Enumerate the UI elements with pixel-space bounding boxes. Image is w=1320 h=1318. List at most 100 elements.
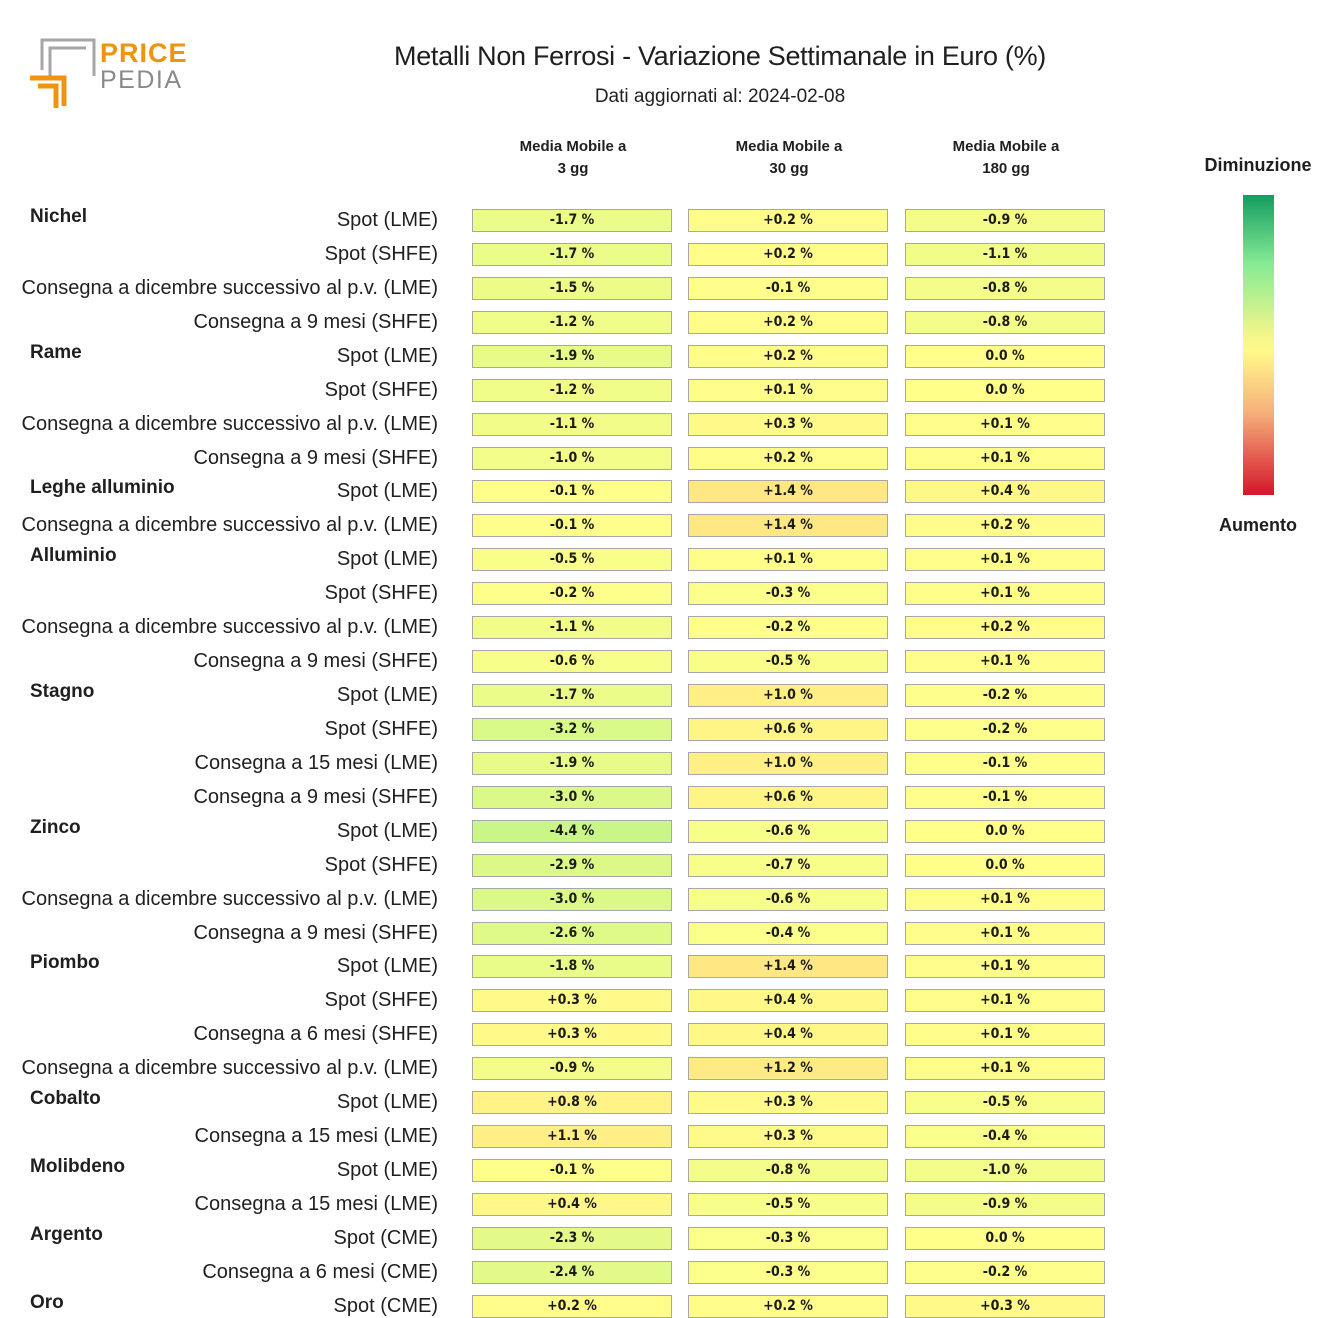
value-cell: +0.1 % — [905, 1057, 1105, 1080]
value-cell: +1.0 % — [688, 752, 888, 775]
value-cell: -0.8 % — [688, 1159, 888, 1182]
row-label: Spot (LME) — [336, 480, 438, 502]
value-cell: -0.4 % — [905, 1125, 1105, 1148]
group-label: Argento — [30, 1224, 103, 1245]
value-cell: -0.9 % — [905, 209, 1105, 232]
value-cell: -2.3 % — [472, 1227, 672, 1250]
value-cell: +0.3 % — [688, 1125, 888, 1148]
group-label: Leghe alluminio — [30, 477, 175, 498]
row-label: Consegna a 9 mesi (SHFE) — [193, 447, 438, 469]
value-cell: +0.1 % — [905, 1023, 1105, 1046]
row-label: Spot (SHFE) — [324, 854, 438, 876]
value-cell: -0.5 % — [472, 548, 672, 571]
value-cell: -0.1 % — [472, 514, 672, 537]
logo-mark-icon — [30, 38, 96, 108]
value-cell: -0.8 % — [905, 277, 1105, 300]
value-cell: -0.6 % — [688, 820, 888, 843]
value-cell: -1.8 % — [472, 955, 672, 978]
row-label: Spot (SHFE) — [324, 718, 438, 740]
value-cell: +0.3 % — [905, 1295, 1105, 1318]
value-cell: +0.3 % — [688, 413, 888, 436]
row-label: Consegna a 15 mesi (LME) — [194, 1125, 438, 1147]
value-cell: -0.3 % — [688, 1227, 888, 1250]
value-cell: +0.2 % — [472, 1295, 672, 1318]
value-cell: -1.1 % — [472, 413, 672, 436]
value-cell: +0.2 % — [688, 345, 888, 368]
value-cell: -4.4 % — [472, 820, 672, 843]
value-cell: -0.1 % — [472, 1159, 672, 1182]
value-cell: +0.4 % — [472, 1193, 672, 1216]
row-label: Consegna a 6 mesi (SHFE) — [193, 1023, 438, 1045]
group-label: Alluminio — [30, 545, 117, 566]
value-cell: +1.2 % — [688, 1057, 888, 1080]
value-cell: +0.2 % — [688, 1295, 888, 1318]
value-cell: -3.0 % — [472, 786, 672, 809]
value-cell: -1.1 % — [472, 616, 672, 639]
row-label: Consegna a 15 mesi (LME) — [194, 1193, 438, 1215]
value-cell: -1.1 % — [905, 243, 1105, 266]
value-cell: -2.6 % — [472, 922, 672, 945]
value-cell: 0.0 % — [905, 1227, 1105, 1250]
value-cell: +0.2 % — [905, 514, 1105, 537]
row-label: Spot (LME) — [336, 684, 438, 706]
group-label: Zinco — [30, 817, 81, 838]
value-cell: +0.4 % — [688, 1023, 888, 1046]
value-cell: -1.9 % — [472, 752, 672, 775]
value-cell: +1.1 % — [472, 1125, 672, 1148]
value-cell: +0.2 % — [688, 243, 888, 266]
value-cell: +0.1 % — [905, 922, 1105, 945]
row-label: Spot (LME) — [336, 345, 438, 367]
value-cell: +0.4 % — [905, 480, 1105, 503]
value-cell: -0.7 % — [688, 854, 888, 877]
legend-bottom-label: Aumento — [1219, 515, 1297, 535]
value-cell: +0.1 % — [905, 413, 1105, 436]
row-label: Spot (LME) — [336, 1159, 438, 1181]
value-cell: -1.0 % — [472, 447, 672, 470]
value-cell: -1.2 % — [472, 379, 672, 402]
row-label: Consegna a 9 mesi (SHFE) — [193, 922, 438, 944]
value-cell: +0.1 % — [688, 379, 888, 402]
value-cell: +0.1 % — [905, 650, 1105, 673]
value-cell: -0.2 % — [472, 582, 672, 605]
value-cell: -0.5 % — [688, 1193, 888, 1216]
value-cell: +0.4 % — [688, 989, 888, 1012]
value-cell: -0.8 % — [905, 311, 1105, 334]
value-cell: -1.9 % — [472, 345, 672, 368]
row-label: Spot (SHFE) — [324, 989, 438, 1011]
value-cell: -2.9 % — [472, 854, 672, 877]
logo-text-pedia: PEDIA — [100, 66, 183, 94]
value-cell: -0.2 % — [905, 1261, 1105, 1284]
value-cell: -0.1 % — [905, 786, 1105, 809]
value-cell: +0.2 % — [688, 311, 888, 334]
row-label: Spot (LME) — [336, 1091, 438, 1113]
value-cell: +0.1 % — [905, 447, 1105, 470]
value-cell: +0.1 % — [905, 888, 1105, 911]
row-label: Spot (SHFE) — [324, 379, 438, 401]
row-label: Spot (LME) — [336, 955, 438, 977]
group-label: Rame — [30, 342, 82, 363]
row-label: Consegna a dicembre successivo al p.v. (… — [21, 1057, 438, 1079]
page-title: Metalli Non Ferrosi - Variazione Settima… — [394, 41, 1046, 71]
column-header: Media Mobile a 30 gg — [735, 138, 843, 177]
value-cell: -0.6 % — [688, 888, 888, 911]
value-cell: -0.2 % — [905, 684, 1105, 707]
value-cell: 0.0 % — [905, 345, 1105, 368]
page-subtitle: Dati aggiornati al: 2024-02-08 — [594, 86, 846, 107]
value-cell: -0.5 % — [688, 650, 888, 673]
color-scale-bar — [1243, 195, 1274, 495]
value-cell: -0.2 % — [905, 718, 1105, 741]
row-label: Consegna a dicembre successivo al p.v. (… — [21, 888, 438, 910]
row-label: Consegna a dicembre successivo al p.v. (… — [21, 413, 438, 435]
pricepedia-logo: PRICE PEDIA — [28, 36, 188, 112]
value-cell: +1.4 % — [688, 480, 888, 503]
group-label: Stagno — [30, 681, 95, 702]
value-cell: -0.1 % — [472, 480, 672, 503]
group-label: Cobalto — [30, 1088, 101, 1109]
value-cell: +0.3 % — [688, 1091, 888, 1114]
value-cell: -2.4 % — [472, 1261, 672, 1284]
row-label: Spot (CME) — [333, 1227, 438, 1249]
row-label: Consegna a 9 mesi (SHFE) — [193, 311, 438, 333]
value-cell: -1.7 % — [472, 243, 672, 266]
value-cell: 0.0 % — [905, 854, 1105, 877]
logo-text-price: PRICE — [100, 38, 188, 68]
